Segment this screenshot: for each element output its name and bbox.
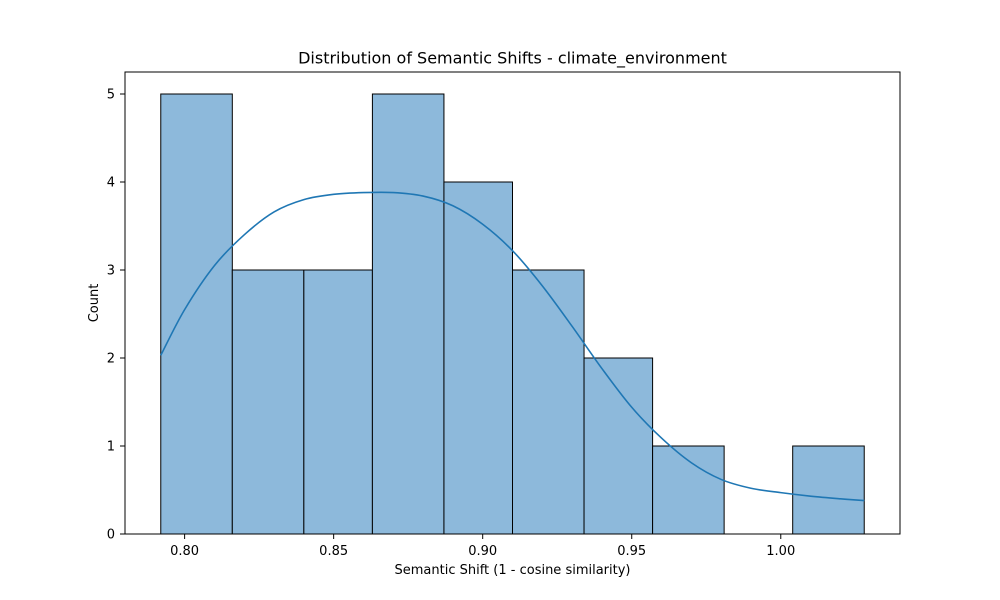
plot-area-frame (124, 71, 901, 535)
histogram-bars (160, 93, 865, 535)
x-tick-label-0: 0.80 (170, 544, 199, 559)
y-tick-label-4: 4 (107, 176, 115, 191)
histogram-bar-7 (652, 445, 725, 535)
y-tick-label-1: 1 (107, 440, 115, 455)
kde-curve (160, 191, 865, 502)
y-tick-label-2: 2 (107, 352, 115, 367)
x-tick-label-3: 0.95 (617, 544, 646, 559)
y-tick-label-0: 0 (107, 528, 115, 543)
chart-title: Distribution of Semantic Shifts - climat… (298, 49, 727, 69)
histogram-bar-4 (443, 181, 514, 535)
histogram-bar-5 (512, 269, 585, 535)
histogram-bar-9 (792, 445, 865, 535)
histogram-bar-6 (583, 357, 654, 535)
histogram-bar-3 (371, 93, 445, 535)
y-tick-label-3: 3 (107, 264, 115, 279)
histogram-bar-1 (231, 269, 305, 535)
x-tick-label-1: 0.85 (319, 544, 348, 559)
histogram-bar-2 (303, 269, 373, 535)
y-axis-ticks: 0 1 2 3 4 5 (107, 88, 125, 543)
x-axis-label: Semantic Shift (1 - cosine similarity) (395, 563, 631, 578)
histogram-bar-0 (160, 93, 233, 535)
y-axis-label: Count (87, 284, 102, 323)
x-axis-ticks: 0.80 0.85 0.90 0.95 1.00 (170, 534, 795, 559)
x-tick-label-2: 0.90 (468, 544, 497, 559)
y-tick-label-5: 5 (107, 88, 115, 103)
x-tick-label-4: 1.00 (766, 544, 795, 559)
